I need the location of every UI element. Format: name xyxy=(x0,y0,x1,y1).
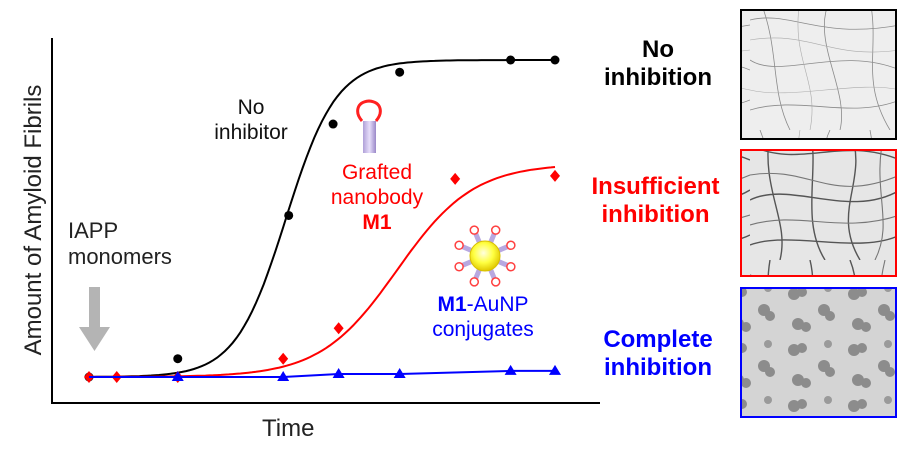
axes xyxy=(51,38,600,404)
data-point-s1-6 xyxy=(550,169,560,182)
grafted-nanobody-label: Grafted nanobody M1 xyxy=(312,160,442,236)
micrograph-no-inhibition xyxy=(740,9,897,140)
no-inhibitor-line2: inhibitor xyxy=(214,121,288,145)
micrograph-complete-inhibition xyxy=(740,287,897,418)
status-no-inhibition-line2: inhibition xyxy=(604,63,712,91)
series-line-2 xyxy=(89,369,555,378)
data-point-s2-2 xyxy=(332,367,345,378)
conjugates-line1: M1-AuNP xyxy=(418,292,548,317)
data-point-s1-3 xyxy=(278,352,289,365)
data-point-s0-6 xyxy=(550,55,560,65)
series-layer xyxy=(84,55,561,383)
grafted-line2: nanobody xyxy=(330,186,424,210)
grafted-m1: M1 xyxy=(362,211,392,235)
conjugates-aunp: -AuNP xyxy=(466,293,529,316)
nanobody-icon xyxy=(356,99,382,153)
x-axis-label: Time xyxy=(262,415,315,442)
status-no-inhibition-line1: No xyxy=(642,36,674,63)
status-complete-line1: Complete xyxy=(603,326,713,353)
micrograph-panels xyxy=(740,9,897,418)
aunp-icon xyxy=(454,225,516,287)
status-complete-line2: inhibition xyxy=(604,353,712,381)
conjugates-m1: M1 xyxy=(437,293,467,316)
status-no-inhibition: No inhibition xyxy=(588,36,728,91)
data-point-s2-3 xyxy=(393,367,406,378)
y-axis-label: Amount of Amyloid Fibrils xyxy=(20,84,47,356)
grafted-line1: Grafted xyxy=(341,161,413,184)
data-point-s2-0 xyxy=(171,371,184,381)
data-point-s0-3 xyxy=(328,119,338,129)
status-insufficient-inhibition: Insufficient inhibition xyxy=(568,173,743,228)
iapp-monomers-label: IAPP monomers xyxy=(68,218,172,271)
no-inhibitor-line1: No xyxy=(237,96,265,119)
iapp-line1: IAPP xyxy=(68,218,119,243)
conjugates-label: M1-AuNP conjugates xyxy=(418,292,548,342)
data-point-s1-5 xyxy=(450,172,461,185)
iapp-arrow xyxy=(79,287,110,351)
status-insufficient-line1: Insufficient xyxy=(591,173,720,200)
data-point-s0-2 xyxy=(284,210,294,220)
conjugates-line2: conjugates xyxy=(432,318,534,342)
data-point-s2-5 xyxy=(549,364,561,375)
status-complete-inhibition: Complete inhibition xyxy=(578,326,738,381)
data-point-s1-4 xyxy=(333,322,344,335)
micrograph-insufficient-inhibition xyxy=(740,149,897,277)
data-point-s2-1 xyxy=(277,371,290,381)
no-inhibitor-label: No inhibitor xyxy=(196,95,306,145)
data-point-s0-4 xyxy=(395,67,405,77)
iapp-line2: monomers xyxy=(68,244,172,270)
status-insufficient-line2: inhibition xyxy=(601,200,710,228)
data-point-s0-1 xyxy=(173,354,183,364)
data-point-s0-5 xyxy=(506,55,516,65)
data-point-s2-4 xyxy=(504,364,517,375)
series-line-0 xyxy=(89,59,555,378)
